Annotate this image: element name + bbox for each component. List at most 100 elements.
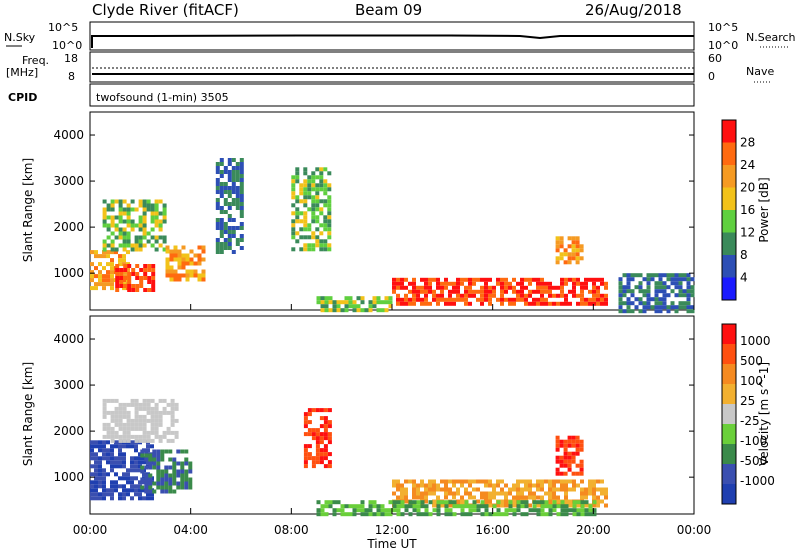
- heatmap-cell: [480, 285, 484, 290]
- heatmap-cell: [476, 479, 480, 484]
- heatmap-cell: [364, 508, 369, 513]
- heatmap-cell: [368, 508, 373, 513]
- heatmap-cell: [344, 296, 349, 301]
- heatmap-cell: [336, 500, 341, 505]
- heatmap-cell: [575, 463, 580, 468]
- heatmap-cell: [106, 448, 110, 453]
- heatmap-cell: [332, 512, 337, 517]
- heatmap-cell: [576, 503, 580, 508]
- heatmap-cell: [140, 453, 145, 458]
- colorbar-segment: [722, 424, 736, 444]
- heatmap-cell: [315, 460, 320, 465]
- heatmap-cell: [110, 199, 115, 204]
- heatmap-cell: [674, 273, 679, 278]
- heatmap-cell: [658, 297, 663, 302]
- heatmap-cell: [158, 219, 163, 224]
- heatmap-cell: [130, 418, 135, 423]
- heatmap-cell: [512, 495, 516, 500]
- heatmap-cell: [512, 487, 516, 492]
- heatmap-cell: [650, 277, 655, 282]
- heatmap-cell: [311, 203, 316, 208]
- heatmap-cell: [642, 305, 647, 310]
- heatmap-cell: [344, 304, 349, 309]
- heatmap-cell: [646, 297, 651, 302]
- heatmap-cell: [162, 235, 167, 240]
- heatmap-cell: [114, 418, 119, 423]
- heatmap-cell: [219, 218, 224, 222]
- heatmap-cell: [215, 186, 220, 190]
- heatmap-cell: [604, 285, 608, 290]
- heatmap-cell: [122, 438, 127, 443]
- heatmap-cell: [154, 203, 159, 208]
- heatmap-cell: [219, 174, 224, 178]
- heatmap-cell: [327, 171, 332, 176]
- heatmap-cell: [544, 500, 549, 505]
- heatmap-cell: [154, 211, 159, 216]
- heatmap-cell: [142, 438, 147, 443]
- heatmap-cell: [468, 281, 472, 286]
- heatmap-cell: [174, 406, 179, 411]
- heatmap-cell: [666, 285, 671, 290]
- heatmap-cell: [303, 219, 308, 224]
- heatmap-cell: [165, 245, 170, 250]
- heatmap-cell: [123, 276, 128, 280]
- heatmap-cell: [311, 408, 316, 413]
- heatmap-cell: [396, 281, 400, 286]
- heatmap-cell: [114, 414, 119, 419]
- heatmap-cell: [176, 469, 181, 474]
- heatmap-cell: [106, 203, 111, 208]
- heatmap-cell: [440, 503, 444, 508]
- heatmap-cell: [315, 187, 320, 192]
- heatmap-cell: [500, 293, 504, 298]
- nave-label: Nave: [746, 65, 774, 78]
- heatmap-cell: [396, 301, 400, 306]
- heatmap-cell: [646, 293, 651, 298]
- heatmap-cell: [630, 293, 635, 298]
- heatmap-cell: [122, 247, 127, 252]
- heatmap-cell: [618, 281, 623, 286]
- heatmap-cell: [618, 305, 623, 310]
- heatmap-cell: [480, 297, 484, 302]
- heatmap-cell: [144, 453, 149, 458]
- heatmap-cell: [134, 418, 139, 423]
- heatmap-cell: [368, 308, 373, 313]
- heatmap-cell: [662, 273, 667, 278]
- heatmap-cell: [572, 285, 576, 290]
- heatmap-cell: [580, 500, 585, 505]
- heatmap-cell: [223, 186, 228, 190]
- heatmap-cell: [396, 293, 400, 298]
- heatmap-cell: [139, 268, 144, 272]
- heatmap-cell: [144, 481, 149, 486]
- heatmap-cell: [571, 459, 576, 464]
- heatmap-cell: [596, 285, 600, 290]
- heatmap-cell: [428, 512, 433, 517]
- colorbar-segment: [722, 255, 736, 278]
- heatmap-cell: [460, 495, 464, 500]
- heatmap-cell: [555, 236, 560, 241]
- heatmap-cell: [658, 281, 663, 286]
- heatmap-cell: [646, 277, 651, 282]
- heatmap-cell: [98, 456, 102, 461]
- heatmap-cell: [622, 273, 627, 278]
- heatmap-cell: [323, 239, 328, 244]
- heatmap-cell: [560, 508, 565, 513]
- heatmap-cell: [165, 257, 170, 262]
- heatmap-cell: [215, 162, 220, 166]
- heatmap-cell: [572, 293, 576, 298]
- heatmap-cell: [323, 223, 328, 228]
- heatmap-cell: [307, 412, 312, 417]
- x-tick-label: 00:00: [73, 523, 108, 537]
- heatmap-cell: [400, 495, 404, 500]
- heatmap-cell: [94, 492, 98, 497]
- heatmap-cell: [323, 227, 328, 232]
- heatmap-cell: [138, 235, 143, 240]
- heatmap-cell: [440, 487, 444, 492]
- heatmap-cell: [500, 281, 504, 286]
- y-tick-label: 1000: [53, 470, 84, 484]
- heatmap-cell: [638, 297, 643, 302]
- heatmap-cell: [460, 512, 465, 517]
- heatmap-cell: [520, 487, 524, 492]
- heatmap-cell: [291, 223, 296, 228]
- heatmap-cell: [456, 504, 461, 509]
- heatmap-cell: [315, 432, 320, 437]
